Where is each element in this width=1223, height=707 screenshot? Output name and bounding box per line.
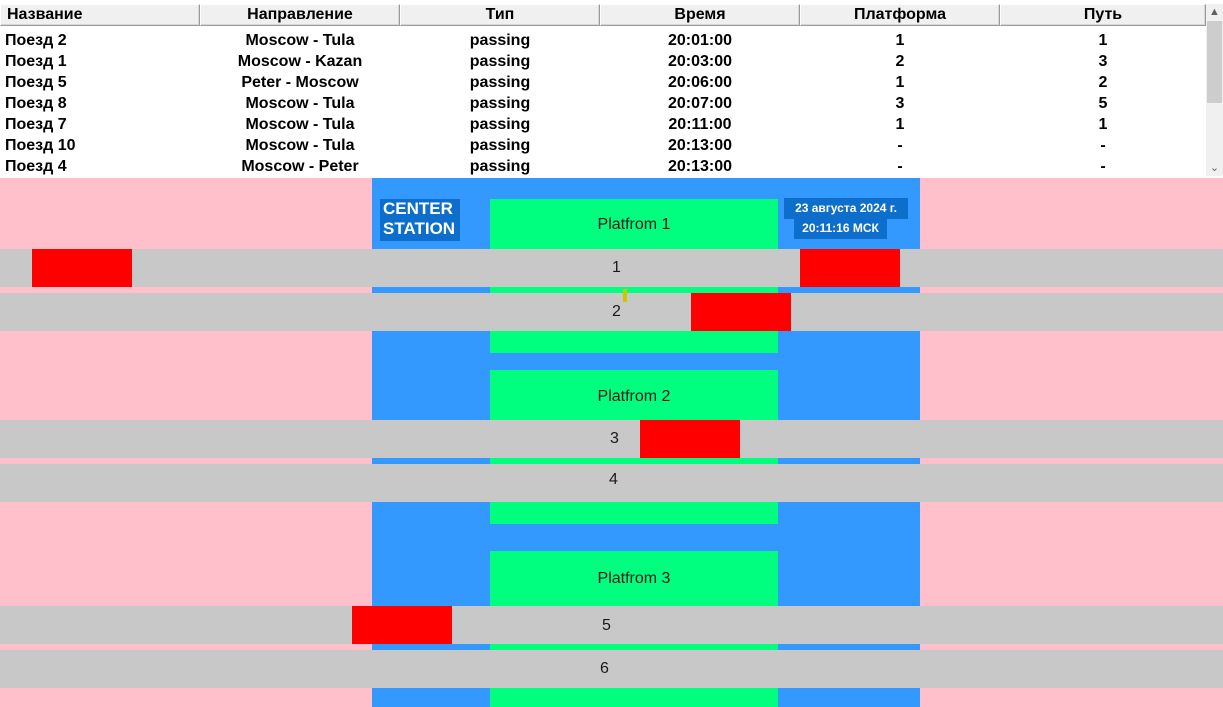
cell-track: - xyxy=(1100,158,1106,175)
cell-time: 20:13:00 xyxy=(667,137,733,154)
train[interactable] xyxy=(352,606,452,644)
track-4 xyxy=(0,464,1223,502)
cell-direction: Moscow - Kazan xyxy=(237,53,363,70)
cell-direction: Moscow - Peter xyxy=(241,158,359,175)
cell-time: 20:01:00 xyxy=(667,32,733,49)
track-5 xyxy=(0,606,1223,644)
track-1 xyxy=(0,249,1223,287)
column-header-track[interactable]: Путь xyxy=(1000,4,1206,26)
track-6-label: 6 xyxy=(600,660,609,677)
cell-platform: 3 xyxy=(895,95,905,112)
cell-platform: 2 xyxy=(895,53,905,70)
cell-platform: 1 xyxy=(895,74,905,91)
trains-table: Название Направление Тип Время Платформа… xyxy=(0,0,1223,178)
cell-name: Поезд 7 xyxy=(5,116,67,133)
date-display: 23 августа 2024 г. xyxy=(784,198,908,219)
cell-track: 3 xyxy=(1098,53,1108,70)
track-4-label: 4 xyxy=(609,471,618,488)
cell-track: - xyxy=(1100,137,1106,154)
cell-platform: 1 xyxy=(895,32,905,49)
cell-name: Поезд 1 xyxy=(5,53,67,70)
signal-marker xyxy=(623,289,627,302)
station-name-line2: STATION xyxy=(383,219,456,238)
table-row[interactable]: Поезд 10 Moscow - Tula passing 20:13:00 … xyxy=(0,135,1206,156)
cell-time: 20:07:00 xyxy=(667,95,733,112)
cell-type: passing xyxy=(469,158,531,175)
table-body: Поезд 2 Moscow - Tula passing 20:01:00 1… xyxy=(0,30,1206,177)
cell-type: passing xyxy=(469,74,531,91)
cell-type: passing xyxy=(469,95,531,112)
cell-direction: Moscow - Tula xyxy=(245,32,355,49)
track-1-label: 1 xyxy=(612,259,621,276)
cell-time: 20:11:00 xyxy=(668,116,732,133)
cell-track: 5 xyxy=(1098,95,1108,112)
train[interactable] xyxy=(32,249,132,287)
cell-time: 20:03:00 xyxy=(667,53,733,70)
table-row[interactable]: Поезд 1 Moscow - Kazan passing 20:03:00 … xyxy=(0,51,1206,72)
track-5-label: 5 xyxy=(602,617,611,634)
station-name-line1: CENTER xyxy=(383,199,453,218)
column-header-platform[interactable]: Платформа xyxy=(800,4,1000,26)
cell-name: Поезд 10 xyxy=(5,137,76,154)
table-row[interactable]: Поезд 2 Moscow - Tula passing 20:01:00 1… xyxy=(0,30,1206,51)
platform-1-label: Platfrom 1 xyxy=(597,216,671,233)
column-header-type[interactable]: Тип xyxy=(400,4,600,26)
column-header-time[interactable]: Время xyxy=(600,4,800,26)
track-2-label: 2 xyxy=(612,303,621,320)
train[interactable] xyxy=(691,293,791,331)
cell-track: 1 xyxy=(1098,116,1108,133)
cell-track: 2 xyxy=(1098,74,1108,91)
track-3 xyxy=(0,420,1223,458)
platform-2-label: Platfrom 2 xyxy=(597,388,671,405)
table-row[interactable]: Поезд 5 Peter - Moscow passing 20:06:00 … xyxy=(0,72,1206,93)
cell-platform: 1 xyxy=(895,116,905,133)
cell-time: 20:13:00 xyxy=(667,158,733,175)
station-scene: Platfrom 1 Platfrom 2 Platfrom 3 1 2 3 4… xyxy=(0,178,1223,707)
column-header-direction[interactable]: Направление xyxy=(200,4,400,26)
cell-name: Поезд 5 xyxy=(5,74,67,91)
table-scrollbar[interactable]: ▲ ⌄ xyxy=(1206,4,1223,176)
table-row[interactable]: Поезд 8 Moscow - Tula passing 20:07:00 3… xyxy=(0,93,1206,114)
cell-type: passing xyxy=(469,137,531,154)
table-row[interactable]: Поезд 7 Moscow - Tula passing 20:11:00 1… xyxy=(0,114,1206,135)
cell-time: 20:06:00 xyxy=(667,74,733,91)
cell-name: Поезд 2 xyxy=(5,32,67,49)
cell-type: passing xyxy=(469,32,531,49)
cell-platform: - xyxy=(897,137,903,154)
cell-direction: Moscow - Tula xyxy=(245,116,355,133)
scroll-up-icon[interactable]: ▲ xyxy=(1209,6,1220,18)
table-row[interactable]: Поезд 4 Moscow - Peter passing 20:13:00 … xyxy=(0,156,1206,177)
track-2 xyxy=(0,293,1223,331)
cell-direction: Moscow - Tula xyxy=(245,95,355,112)
cell-platform: - xyxy=(897,158,903,175)
cell-type: passing xyxy=(469,116,531,133)
cell-type: passing xyxy=(469,53,531,70)
scroll-down-icon[interactable]: ⌄ xyxy=(1209,162,1220,174)
track-6 xyxy=(0,650,1223,688)
cell-name: Поезд 8 xyxy=(5,95,67,112)
track-3-label: 3 xyxy=(610,430,619,447)
train[interactable] xyxy=(800,249,900,287)
table-header: Название Направление Тип Время Платформа… xyxy=(0,4,1206,26)
cell-direction: Peter - Moscow xyxy=(241,74,359,91)
cell-direction: Moscow - Tula xyxy=(245,137,355,154)
time-display: 20:11:16 МСК xyxy=(794,219,887,239)
cell-name: Поезд 4 xyxy=(5,158,67,175)
platform-3-label: Platfrom 3 xyxy=(597,570,671,587)
train[interactable] xyxy=(640,420,740,458)
scroll-thumb[interactable] xyxy=(1207,21,1222,103)
cell-track: 1 xyxy=(1098,32,1108,49)
station-name: CENTER STATION xyxy=(380,199,460,241)
column-header-name[interactable]: Название xyxy=(0,4,200,26)
